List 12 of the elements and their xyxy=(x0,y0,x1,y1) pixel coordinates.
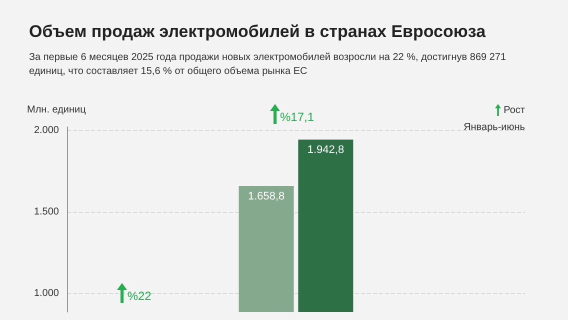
y-tick-label: 1.000 xyxy=(34,288,60,300)
y-tick-label: 2.000 xyxy=(34,124,60,136)
annotation: %22 xyxy=(127,289,152,303)
chart-subtitle: За первые 6 месяцев 2025 года продажи новых электромобилей возросли на 22 %, достигнув 869 271 единиц, что составляет 15,6 % от общего объема рынка ЕС xyxy=(29,51,508,79)
data-label: 1.658,8 xyxy=(248,190,285,203)
text: %17,1 xyxy=(280,110,314,124)
data-label: 1.942,8 xyxy=(307,144,344,156)
y-axis-title: Млн. единиц xyxy=(27,104,86,116)
legend-title: Январь-июнь xyxy=(464,122,525,133)
chart-title: Объем продаж электромобилей в странах Евросоюза xyxy=(29,22,486,42)
text: Рост xyxy=(502,105,525,116)
y-tick-label: 1.500 xyxy=(34,206,60,218)
